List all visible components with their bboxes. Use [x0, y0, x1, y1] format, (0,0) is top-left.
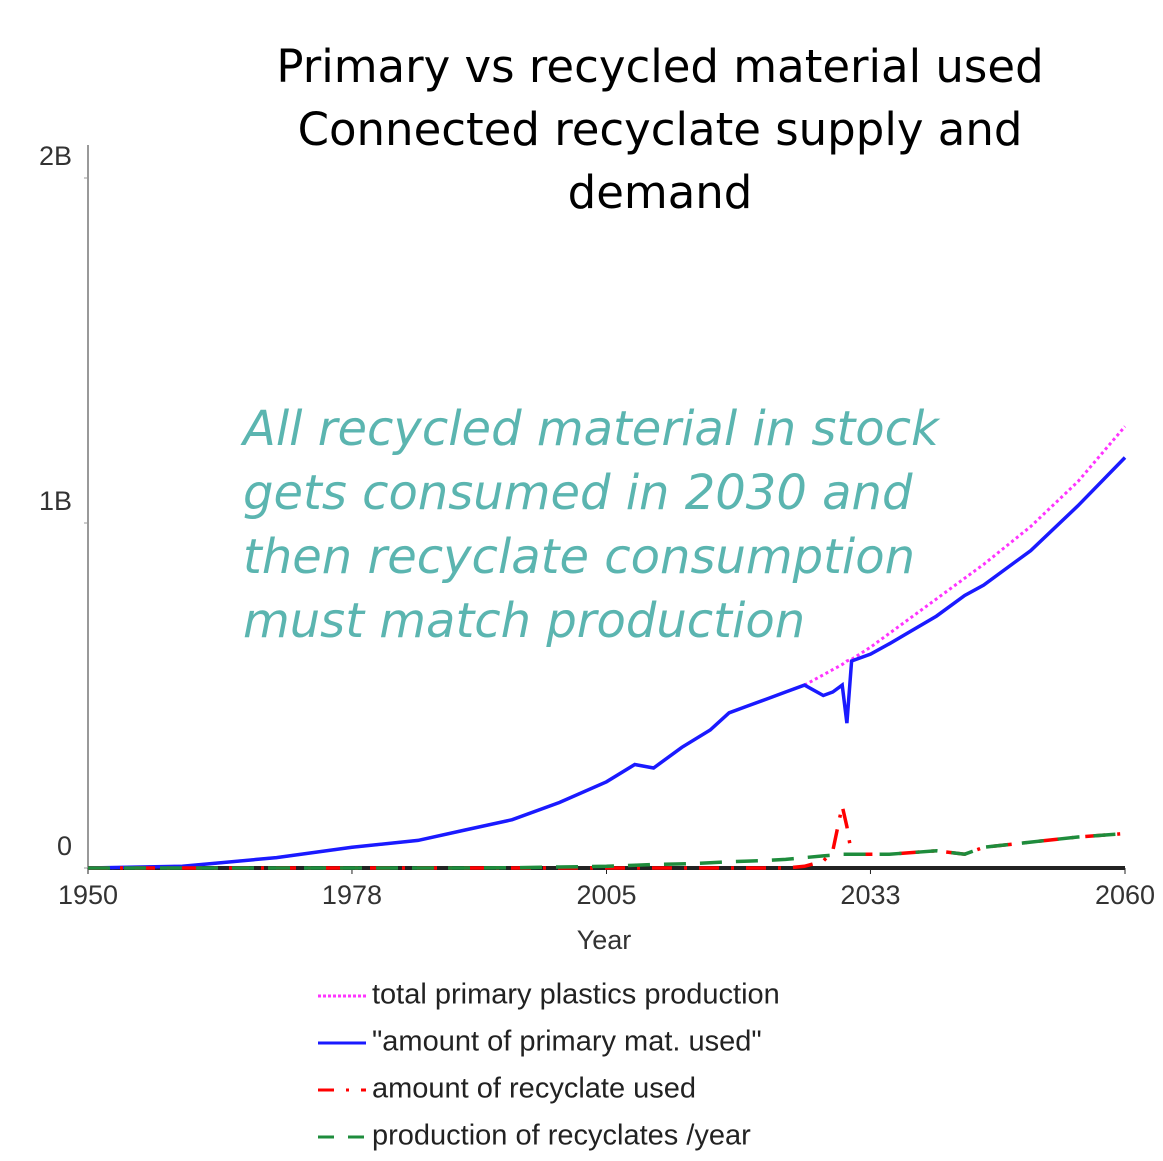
chart-title: Primary vs recycled material used: [276, 40, 1043, 93]
series-line: [87, 456, 1127, 870]
x-tick-label: 1978: [322, 880, 382, 910]
legend-label: amount of recyclate used: [372, 1073, 696, 1105]
y-tick-label: 2B: [39, 141, 72, 171]
series-line: [88, 831, 1126, 870]
annotation: then recyclate consumption: [243, 529, 915, 585]
x-tick-label: 2033: [840, 880, 900, 910]
chart-title: Connected recyclate supply and: [298, 103, 1023, 156]
chart-title: demand: [568, 166, 753, 219]
y-tick-label: 1B: [39, 486, 72, 516]
legend-label: production of recyclates /year: [372, 1120, 751, 1152]
x-tick-label: 2060: [1095, 880, 1155, 910]
x-tick-label: 2005: [576, 880, 636, 910]
annotation: All recycled material in stock: [240, 401, 941, 457]
x-axis-label: Year: [577, 925, 632, 955]
x-tick-label: 1950: [58, 880, 118, 910]
legend-label: "amount of primary mat. used": [372, 1026, 762, 1058]
y-tick-label: 0: [57, 831, 72, 861]
legend-label: total primary plastics production: [372, 979, 780, 1011]
annotation: gets consumed in 2030 and: [243, 465, 913, 521]
annotation: must match production: [243, 593, 805, 649]
series-line: [88, 805, 1126, 870]
